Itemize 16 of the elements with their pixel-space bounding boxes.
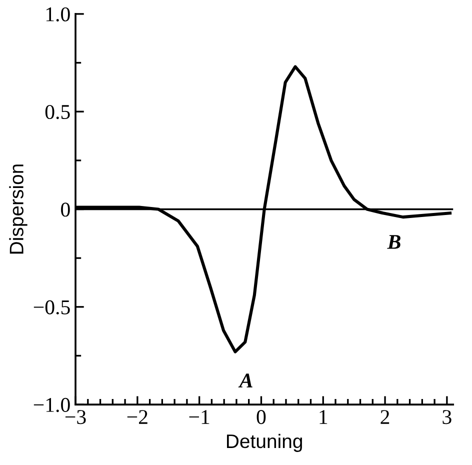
y-tick-label: 0.5	[45, 104, 70, 120]
y-tick-label: 1.0	[46, 7, 70, 22]
y-axis-title: Dispersion	[9, 164, 28, 254]
y-tick-label: −1.0	[34, 398, 70, 412]
x-axis-title: Detuning	[227, 434, 302, 452]
y-tick-label: −0.5	[34, 300, 70, 314]
x-tick-label: −3	[65, 410, 86, 424]
x-tick-label: 3	[442, 410, 452, 424]
y-tick-label: 0	[61, 202, 70, 217]
x-tick-label: −1	[189, 410, 210, 424]
annotation: B	[387, 235, 400, 249]
x-tick-label: 0	[256, 410, 266, 424]
x-tick-label: 1	[320, 410, 328, 424]
x-tick-label: 2	[380, 410, 390, 424]
annotation: A	[238, 374, 252, 388]
x-tick-label: −2	[127, 410, 148, 424]
